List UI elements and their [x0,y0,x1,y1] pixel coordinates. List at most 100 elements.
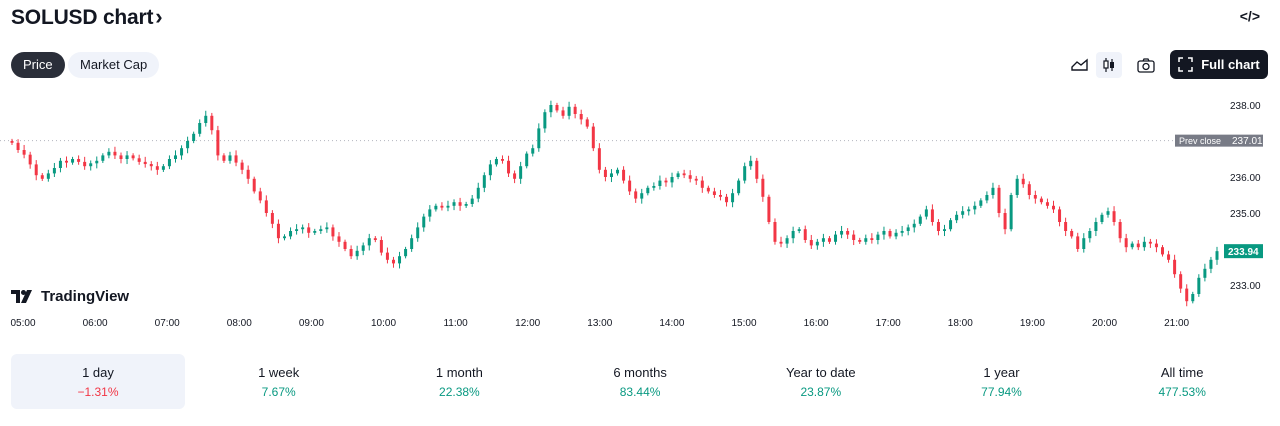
candle [16,142,20,150]
candle [83,161,87,167]
area-chart-icon[interactable] [1067,52,1093,78]
candle [809,240,813,246]
range-label: 1 day [82,365,114,380]
tab-price[interactable]: Price [11,52,65,78]
candle [712,191,716,195]
candle [622,169,626,181]
candle [785,238,789,244]
candle [876,234,880,240]
candle [488,164,492,176]
candle [731,193,735,203]
candle [1118,222,1122,239]
range-all-time[interactable]: All time 477.53% [1095,354,1269,409]
candle [1167,254,1171,260]
candle [270,213,274,224]
range-label: 1 month [435,365,483,380]
y-tick-label: 236.00 [1230,173,1261,184]
candle [597,148,601,170]
full-chart-button[interactable]: Full chart [1170,50,1268,79]
candle [186,141,190,149]
candle [737,180,741,194]
candle [858,240,862,242]
candle [525,153,529,167]
candle [973,205,977,210]
candle [543,112,547,129]
range-label: 1 week [258,365,300,380]
x-tick-label: 10:00 [371,318,396,329]
candle [1082,238,1086,249]
candle [900,231,904,233]
candle [410,238,414,249]
candle [924,209,928,217]
range-1-month[interactable]: 1 month 22.38% [372,354,546,409]
candle [634,191,638,199]
full-chart-label: Full chart [1201,57,1260,72]
candle [210,115,214,131]
candle [46,173,50,179]
candles-icon[interactable] [1096,52,1122,78]
candle [125,155,129,159]
candle [385,252,389,260]
camera-icon[interactable] [1133,52,1159,78]
range-6-months[interactable]: 6 months 83.44% [553,354,727,409]
candle [997,187,1001,213]
y-tick-label: 235.00 [1230,209,1261,220]
candle [64,160,68,163]
candle [1215,251,1219,260]
candle [422,216,426,228]
candle [22,150,26,155]
candle [646,187,650,194]
tradingview-logo-text: TradingView [41,288,130,305]
prev-close-value-tag [1229,134,1263,147]
x-tick-label: 18:00 [948,318,973,329]
candle [1076,236,1080,249]
candle [676,173,680,177]
candle [906,227,910,231]
range-1-week[interactable]: 1 week 7.67% [192,354,366,409]
candle [979,200,983,206]
x-tick-label: 15:00 [731,318,756,329]
candle [797,229,801,231]
range-label: 1 year [983,365,1020,380]
prev-close-tag [1175,134,1229,147]
x-tick-label: 11:00 [443,318,468,329]
candle [89,163,93,167]
price-chart[interactable]: 238.00 236.00 235.00 233.00 Prev close 237.01… [0,90,1280,335]
tab-market-cap[interactable]: Market Cap [68,52,160,78]
candle [161,166,165,170]
candle [912,223,916,228]
candle [307,227,311,233]
candle [319,229,323,231]
range-1-year[interactable]: 1 year 77.94% [915,354,1089,409]
candle [967,209,971,212]
range-year-to-date[interactable]: Year to date 23.87% [734,354,908,409]
candle [458,202,462,206]
range-change: 23.87% [800,385,842,399]
range-label: 6 months [613,365,667,380]
candle [404,249,408,257]
candle [585,119,589,127]
candle [137,158,141,162]
candle [1136,243,1140,248]
range-1-day[interactable]: 1 day −1.31% [11,354,185,409]
candle [10,141,14,143]
candle [1033,195,1037,199]
candle [882,231,886,235]
candle [500,159,504,161]
candle [682,173,686,176]
candle [658,180,662,186]
candle [428,209,432,217]
candle [440,205,444,208]
candle [301,227,305,230]
candle [555,105,559,111]
candle [470,198,474,204]
chart-title-link[interactable]: SOLUSD chart› [11,4,163,30]
embed-code-icon[interactable]: </> [1239,8,1260,24]
x-tick-label: 06:00 [83,318,108,329]
candle [1027,184,1031,195]
candle [936,222,940,231]
candle [452,202,456,206]
candle [167,159,171,167]
x-tick-label: 19:00 [1020,318,1045,329]
candle [1197,277,1201,294]
